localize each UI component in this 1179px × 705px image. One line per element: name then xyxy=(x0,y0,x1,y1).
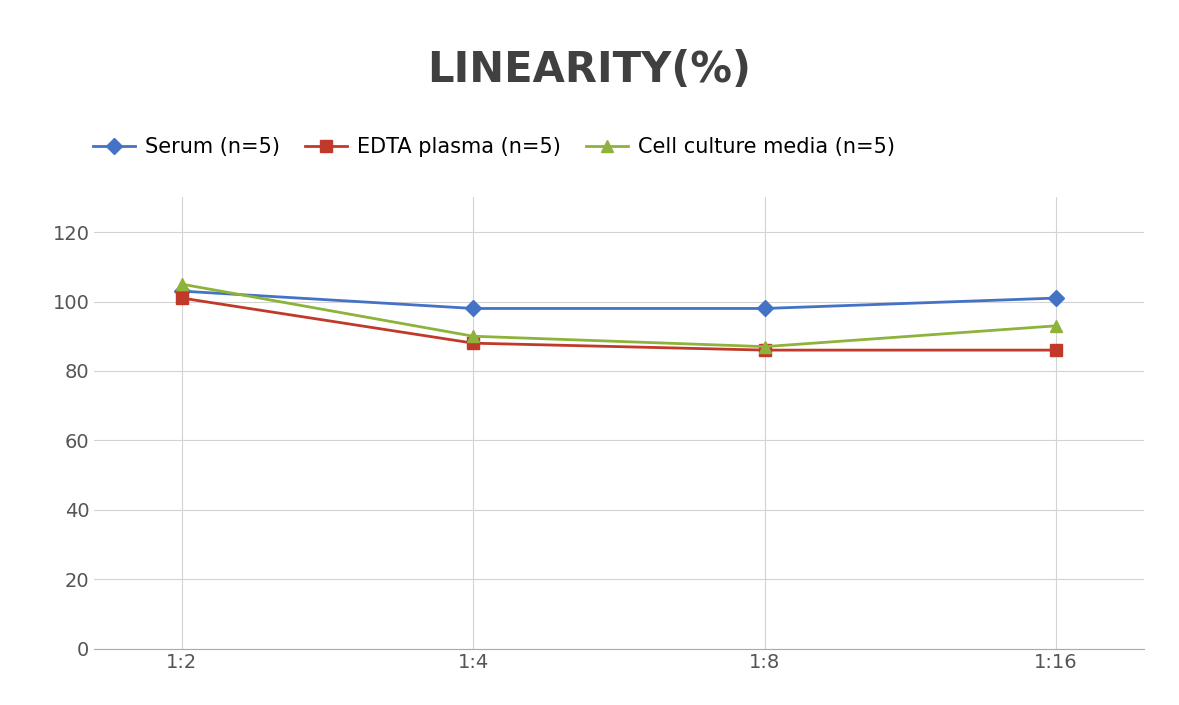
Legend: Serum (n=5), EDTA plasma (n=5), Cell culture media (n=5): Serum (n=5), EDTA plasma (n=5), Cell cul… xyxy=(93,137,895,157)
Serum (n=5) xyxy=(174,287,189,295)
Text: LINEARITY(%): LINEARITY(%) xyxy=(428,49,751,92)
Cell culture media (n=5) xyxy=(174,280,189,288)
Serum (n=5) xyxy=(758,305,772,313)
EDTA plasma (n=5) xyxy=(174,294,189,302)
Serum (n=5) xyxy=(466,305,480,313)
EDTA plasma (n=5) xyxy=(466,339,480,348)
Cell culture media (n=5) xyxy=(466,332,480,341)
Cell culture media (n=5) xyxy=(758,343,772,351)
Line: EDTA plasma (n=5): EDTA plasma (n=5) xyxy=(176,293,1062,355)
EDTA plasma (n=5) xyxy=(1049,346,1063,355)
EDTA plasma (n=5) xyxy=(758,346,772,355)
Cell culture media (n=5) xyxy=(1049,321,1063,330)
Serum (n=5) xyxy=(1049,294,1063,302)
Line: Serum (n=5): Serum (n=5) xyxy=(176,286,1062,314)
Line: Cell culture media (n=5): Cell culture media (n=5) xyxy=(176,278,1062,352)
